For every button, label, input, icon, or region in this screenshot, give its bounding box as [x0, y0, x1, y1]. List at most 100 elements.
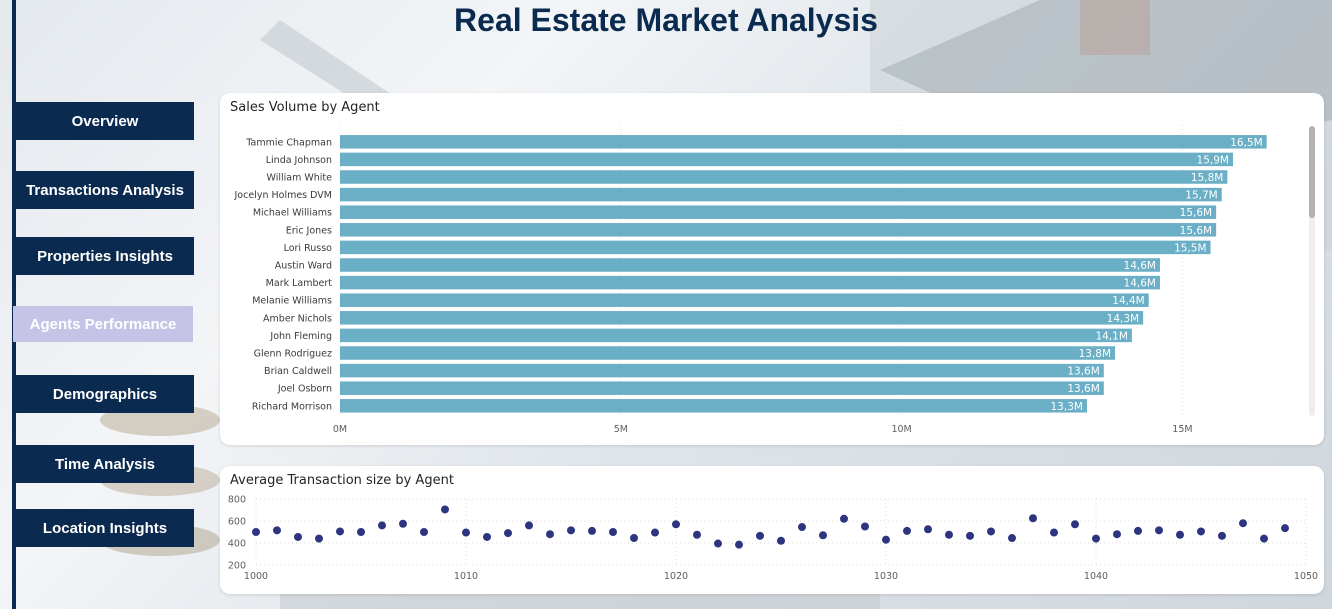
sales-volume-bar-chart: 0M 5M 10M 15M Tammie Chapman 16,5M Linda Johns… — [234, 125, 1267, 435]
bar-value-label: 15,6M — [1180, 225, 1212, 237]
scatter-point — [1239, 519, 1247, 528]
nav-agents-performance-button[interactable]: Agents Performance — [13, 306, 193, 342]
bar — [340, 187, 1222, 202]
category-label: Brian Caldwell — [264, 366, 332, 377]
avg-transaction-chart-title: Average Transaction size by Agent — [230, 473, 454, 488]
scatter-point — [798, 523, 806, 532]
bar-value-label: 14,6M — [1124, 278, 1156, 290]
chart-scrollbar-track[interactable] — [1309, 126, 1315, 416]
bar — [340, 152, 1233, 167]
y-tick-label: 200 — [228, 561, 246, 572]
category-label: Joel Osborn — [277, 384, 332, 395]
scatter-point — [1218, 531, 1226, 540]
scatter-point — [840, 514, 848, 523]
scatter-point — [441, 505, 449, 514]
category-label: Eric Jones — [286, 225, 332, 236]
scatter-point — [1155, 526, 1163, 535]
bar-value-label: 14,1M — [1095, 330, 1127, 342]
bar — [340, 311, 1144, 325]
scatter-point — [945, 530, 953, 539]
bar-value-label: 14,3M — [1107, 313, 1139, 325]
scatter-point — [273, 526, 281, 535]
bar-value-label: 15,8M — [1191, 172, 1223, 184]
scatter-point — [714, 539, 722, 548]
sales-volume-chart-title: Sales Volume by Agent — [230, 100, 380, 115]
scatter-point — [819, 531, 827, 540]
scatter-point — [756, 531, 764, 540]
x-tick-label: 1040 — [1084, 571, 1108, 582]
scatter-point — [336, 527, 344, 536]
avg-transaction-card: Average Transaction size by Agent 200 400… — [220, 466, 1324, 594]
category-label: Tammie Chapman — [245, 137, 332, 148]
nav-demographics-button[interactable]: Demographics — [16, 375, 194, 413]
nav-overview-button[interactable]: Overview — [16, 102, 194, 140]
nav-location-insights-button[interactable]: Location Insights — [16, 509, 194, 547]
scatter-point — [672, 520, 680, 529]
scatter-point — [630, 534, 638, 543]
scatter-point — [357, 528, 365, 536]
bar-value-label: 15,5M — [1174, 242, 1206, 254]
category-label: Glenn Rodriguez — [254, 349, 332, 360]
scatter-point — [987, 527, 995, 536]
scatter-point — [1008, 534, 1016, 543]
scatter-point — [1050, 528, 1058, 537]
x-tick-label: 1000 — [244, 571, 268, 582]
x-tick-label: 5M — [614, 424, 628, 435]
category-label: Richard Morrison — [252, 401, 332, 412]
category-label: Jocelyn Holmes DVM — [234, 190, 333, 201]
scatter-point — [252, 528, 260, 536]
bar-value-label: 14,4M — [1112, 295, 1144, 307]
scatter-point — [525, 521, 533, 530]
bar — [340, 240, 1211, 255]
bar-value-label: 13,8M — [1079, 348, 1111, 360]
bar-value-label: 15,6M — [1180, 207, 1212, 219]
scatter-point — [1134, 526, 1142, 535]
x-tick-label: 0M — [333, 424, 347, 435]
x-tick-label: 1010 — [454, 571, 478, 582]
category-label: Michael Williams — [253, 208, 332, 219]
bar — [340, 328, 1132, 343]
bar-value-label: 13,6M — [1067, 383, 1099, 395]
bar — [340, 293, 1149, 307]
avg-transaction-scatter-chart: 200 400 600 800 1000 1010 1020 1030 1040 1050 — [228, 495, 1318, 583]
x-tick-label: 15M — [1172, 424, 1192, 435]
category-label: Linda Johnson — [266, 155, 332, 166]
scatter-point — [420, 528, 428, 536]
scatter-point — [924, 525, 932, 534]
scatter-point — [1197, 527, 1205, 536]
scatter-point — [567, 526, 575, 535]
category-label: Amber Nichols — [263, 313, 332, 324]
scatter-point — [294, 532, 302, 541]
nav-properties-insights-button[interactable]: Properties Insights — [16, 237, 194, 275]
scatter-point — [315, 534, 323, 543]
y-tick-label: 800 — [228, 495, 246, 506]
bar-value-label: 15,9M — [1197, 154, 1229, 166]
bar — [340, 170, 1228, 184]
bar-value-label: 14,6M — [1124, 260, 1156, 272]
chart-scrollbar-thumb[interactable] — [1309, 126, 1315, 218]
scatter-point — [777, 536, 785, 545]
scatter-point — [861, 522, 869, 531]
category-label: Melanie Williams — [252, 296, 332, 307]
scatter-point — [609, 528, 617, 536]
scatter-point — [483, 532, 491, 541]
bar — [340, 399, 1087, 413]
category-label: Mark Lambert — [266, 278, 333, 289]
scatter-point — [378, 521, 386, 530]
bar-value-label: 13,6M — [1067, 366, 1099, 378]
scatter-point — [588, 526, 596, 535]
y-tick-label: 600 — [228, 517, 246, 528]
nav-transactions-analysis-button[interactable]: Transactions Analysis — [16, 171, 194, 209]
scatter-point — [1071, 520, 1079, 529]
bar — [340, 275, 1160, 290]
bar — [340, 363, 1104, 378]
bar — [340, 205, 1217, 219]
bar-value-label: 16,5M — [1230, 137, 1262, 149]
bar — [340, 223, 1217, 237]
scatter-point — [1113, 530, 1121, 539]
left-accent-rule — [12, 0, 16, 609]
nav-time-analysis-button[interactable]: Time Analysis — [16, 445, 194, 483]
scatter-point — [735, 540, 743, 549]
bar — [340, 346, 1116, 360]
x-tick-label: 10M — [891, 424, 911, 435]
